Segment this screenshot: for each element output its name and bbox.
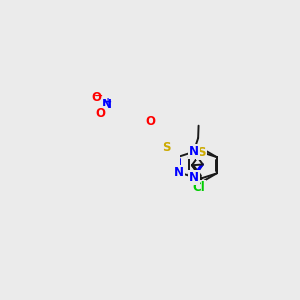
Text: S: S — [197, 146, 206, 159]
Text: S: S — [162, 141, 171, 154]
Text: O: O — [95, 106, 105, 120]
Text: N: N — [174, 166, 184, 179]
Text: O: O — [92, 91, 102, 103]
Text: −: − — [94, 91, 104, 101]
Text: O: O — [145, 115, 155, 128]
Text: +: + — [104, 98, 112, 107]
Text: N: N — [101, 98, 111, 111]
Text: N: N — [189, 145, 199, 158]
Text: N: N — [189, 171, 199, 184]
Text: Cl: Cl — [192, 181, 205, 194]
